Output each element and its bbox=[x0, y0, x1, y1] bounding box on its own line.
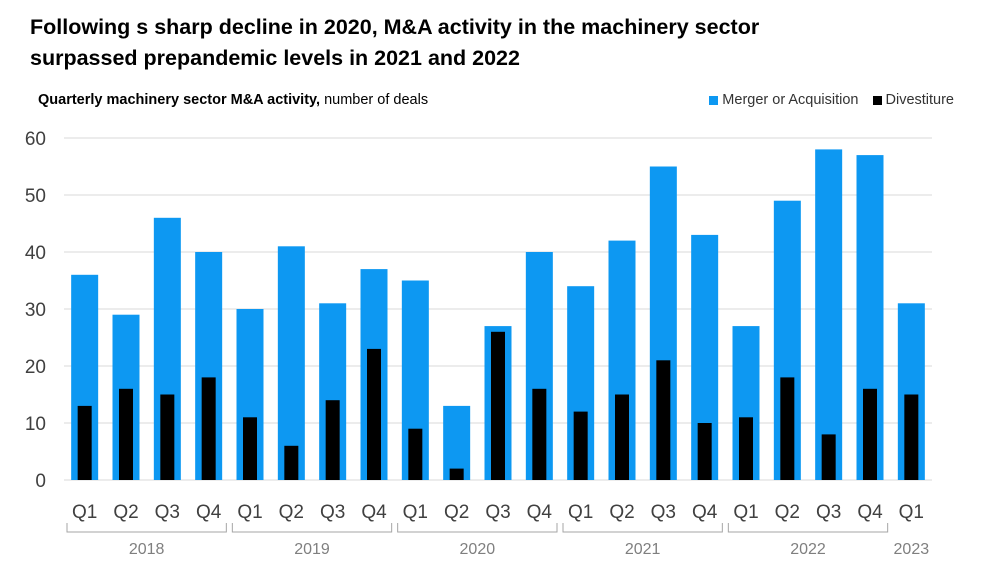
x-tick-label: Q1 bbox=[237, 502, 262, 523]
x-tick-label: Q3 bbox=[485, 502, 510, 523]
year-bracket bbox=[66, 523, 227, 533]
subtitle-normal: number of deals bbox=[320, 92, 429, 108]
subtitle-bold: Quarterly machinery sector M&A activity, bbox=[38, 92, 321, 108]
bar-divestiture bbox=[284, 445, 299, 480]
year-bracket bbox=[727, 523, 889, 533]
x-axis: Q1 Q2 Q3 Q4 Q1 Q2 Q3 Q4 Q1 Q2 Q3 Q4 Q1 Q2 Q3 Q4 Q1 Q2 Q3 Q4… bbox=[72, 502, 924, 523]
bar-divestiture bbox=[739, 417, 753, 480]
year-bracket bbox=[397, 523, 558, 533]
bar-divestiture bbox=[160, 394, 175, 480]
chart-title-line-2: surpassed prepandemic levels in 2021 and… bbox=[30, 46, 520, 70]
y-axis: 0 10 20 30 40 50 60 bbox=[25, 129, 46, 492]
bar-divestiture bbox=[201, 377, 216, 480]
bar-divestiture bbox=[449, 468, 464, 480]
x-tick-label: Q4 bbox=[196, 502, 222, 523]
bar-divestiture bbox=[77, 405, 92, 480]
x-tick-label: Q4 bbox=[692, 502, 718, 523]
legend-swatch-merger bbox=[709, 95, 719, 105]
year-bracket bbox=[562, 523, 723, 533]
x-tick-label: Q4 bbox=[527, 502, 553, 523]
series-divestiture bbox=[77, 331, 919, 480]
y-tick-label: 50 bbox=[25, 186, 46, 207]
bar-divestiture bbox=[243, 417, 257, 480]
chart-title-line-1: Following s sharp decline in 2020, M&A a… bbox=[30, 15, 760, 39]
x-tick-label: Q2 bbox=[444, 502, 469, 523]
year-label: 2021 bbox=[625, 541, 661, 558]
x-tick-label: Q1 bbox=[899, 502, 924, 523]
year-label: 2019 bbox=[294, 541, 330, 558]
legend-label-divestiture: Divestiture bbox=[885, 92, 955, 108]
x-tick-label: Q3 bbox=[320, 502, 345, 523]
x-tick-label: Q3 bbox=[155, 502, 180, 523]
bar-divestiture bbox=[656, 360, 671, 480]
legend-label-merger: Merger or Acquisition bbox=[722, 92, 859, 108]
legend-swatch-divestiture bbox=[872, 95, 882, 105]
chart-subtitle: Quarterly machinery sector M&A activity,… bbox=[38, 92, 428, 108]
year-label: 2020 bbox=[460, 541, 496, 558]
x-tick-label: Q3 bbox=[816, 502, 841, 523]
bar-divestiture bbox=[408, 428, 423, 480]
y-tick-label: 30 bbox=[25, 300, 46, 321]
y-tick-label: 0 bbox=[35, 471, 46, 492]
series-merger-acquisition bbox=[71, 149, 925, 481]
x-tick-label: Q1 bbox=[403, 502, 428, 523]
bar-divestiture bbox=[367, 348, 381, 480]
bar-divestiture bbox=[615, 394, 629, 480]
bar-merger-acquisition bbox=[815, 149, 843, 480]
legend-item-divestiture: Divestiture bbox=[872, 92, 955, 108]
x-tick-label: Q4 bbox=[361, 502, 387, 523]
year-label: 2023 bbox=[894, 541, 930, 558]
y-tick-label: 60 bbox=[25, 129, 46, 150]
bar-divestiture bbox=[119, 388, 133, 480]
x-tick-label: Q1 bbox=[568, 502, 593, 523]
x-tick-label: Q2 bbox=[775, 502, 800, 523]
bar-divestiture bbox=[325, 400, 340, 480]
legend-item-merger: Merger or Acquisition bbox=[709, 92, 859, 108]
bar-divestiture bbox=[532, 388, 547, 480]
chart-title: Following s sharp decline in 2020, M&A a… bbox=[30, 12, 930, 74]
year-label: 2018 bbox=[129, 541, 165, 558]
chart-legend: Merger or Acquisition Divestiture bbox=[709, 92, 954, 108]
x-tick-label: Q1 bbox=[733, 502, 758, 523]
y-tick-label: 20 bbox=[25, 357, 46, 378]
bar-divestiture bbox=[863, 388, 877, 480]
x-tick-label: Q2 bbox=[113, 502, 138, 523]
bar-divestiture bbox=[573, 411, 588, 480]
bar-divestiture bbox=[780, 377, 795, 480]
year-groups: 2018 2019 2020 2021 2022 2023 bbox=[66, 523, 930, 558]
bar-merger-acquisition bbox=[443, 405, 471, 480]
year-bracket bbox=[231, 523, 393, 533]
y-tick-label: 40 bbox=[25, 243, 46, 264]
bar-divestiture bbox=[491, 331, 505, 480]
year-label: 2022 bbox=[790, 541, 826, 558]
bar-divestiture bbox=[697, 423, 712, 480]
bar-merger-acquisition bbox=[277, 246, 305, 480]
x-tick-label: Q4 bbox=[857, 502, 883, 523]
x-tick-label: Q1 bbox=[72, 502, 97, 523]
y-tick-label: 10 bbox=[25, 414, 46, 435]
x-tick-label: Q2 bbox=[609, 502, 634, 523]
x-tick-label: Q2 bbox=[279, 502, 304, 523]
bar-divestiture bbox=[821, 434, 836, 480]
bar-divestiture bbox=[904, 394, 919, 480]
x-tick-label: Q3 bbox=[651, 502, 676, 523]
